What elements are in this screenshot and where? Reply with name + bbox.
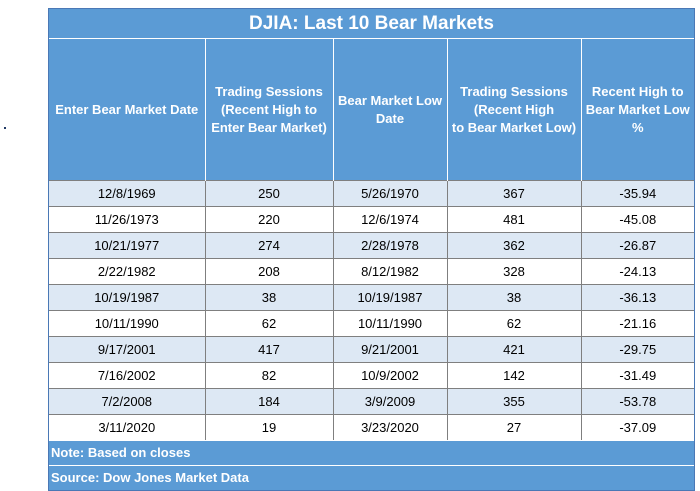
header-line: Enter Bear Market) bbox=[211, 119, 327, 135]
sessions-to-low-cell: 62 bbox=[447, 310, 582, 337]
enter-date-cell: 10/21/1977 bbox=[49, 232, 206, 259]
sessions-to-enter-cell: 38 bbox=[205, 284, 334, 311]
sessions-to-low-cell: 481 bbox=[447, 206, 582, 233]
decline-pct-header: Recent High to Bear Market Low% bbox=[581, 39, 694, 181]
header-line: Trading Sessions bbox=[215, 83, 323, 99]
sessions-to-enter-cell: 19 bbox=[205, 414, 334, 440]
decline-pct-cell: -21.16 bbox=[581, 310, 694, 337]
header-line: Date bbox=[375, 110, 405, 126]
enter-date-cell: 11/26/1973 bbox=[49, 206, 206, 233]
enter-date-cell: 2/22/1982 bbox=[49, 258, 206, 285]
low-date-cell: 8/12/1982 bbox=[333, 258, 448, 285]
decline-pct-cell: -24.13 bbox=[581, 258, 694, 285]
sessions-to-enter-cell: 208 bbox=[205, 258, 334, 285]
enter-date-cell: 10/19/1987 bbox=[49, 284, 206, 311]
bear-markets-table: Enter Bear Market Date Trading Sessions (R… bbox=[49, 39, 694, 440]
low-date-cell: 10/11/1990 bbox=[333, 310, 448, 337]
low-date-cell: 3/23/2020 bbox=[333, 414, 448, 440]
low-date-cell: 5/26/1970 bbox=[333, 180, 448, 207]
enter-date-header: Enter Bear Market Date bbox=[49, 39, 206, 181]
enter-date-cell: 7/16/2002 bbox=[49, 362, 206, 389]
sessions-to-low-header: Trading Sessions (Recent High to Bear Mark… bbox=[447, 39, 582, 181]
table-row: 10/21/1977 274 2/28/1978 362 -26.87 bbox=[49, 232, 694, 259]
sessions-to-enter-cell: 184 bbox=[205, 388, 334, 415]
header-line: Trading Sessions bbox=[460, 83, 568, 99]
sessions-to-enter-header: Trading Sessions (Recent High to Enter Bea… bbox=[205, 39, 334, 181]
sessions-to-low-cell: 355 bbox=[447, 388, 582, 415]
table-row: 10/19/1987 38 10/19/1987 38 -36.13 bbox=[49, 284, 694, 311]
low-date-header: Bear Market Low Date bbox=[333, 39, 448, 181]
table-row: 2/22/1982 208 8/12/1982 328 -24.13 bbox=[49, 258, 694, 285]
decline-pct-cell: -29.75 bbox=[581, 336, 694, 363]
decline-pct-cell: -31.49 bbox=[581, 362, 694, 389]
table-row: 10/11/1990 62 10/11/1990 62 -21.16 bbox=[49, 310, 694, 337]
sessions-to-low-cell: 142 bbox=[447, 362, 582, 389]
header-row: Enter Bear Market Date Trading Sessions (R… bbox=[49, 39, 694, 181]
low-date-cell: 9/21/2001 bbox=[333, 336, 448, 363]
decline-pct-cell: -53.78 bbox=[581, 388, 694, 415]
header-line: Bear Market Low bbox=[337, 92, 443, 108]
header-line: Recent High to bbox=[591, 83, 684, 99]
decline-pct-cell: -45.08 bbox=[581, 206, 694, 233]
sessions-to-enter-cell: 274 bbox=[205, 232, 334, 259]
header-line: to Bear Market Low) bbox=[451, 119, 577, 135]
stray-dot bbox=[4, 127, 6, 129]
header-line: % bbox=[631, 119, 644, 135]
table-row: 3/11/2020 19 3/23/2020 27 -37.09 bbox=[49, 414, 694, 440]
sessions-to-enter-cell: 82 bbox=[205, 362, 334, 389]
low-date-cell: 10/19/1987 bbox=[333, 284, 448, 311]
header-line: Bear Market Low bbox=[585, 101, 690, 117]
low-date-cell: 3/9/2009 bbox=[333, 388, 448, 415]
note-text: Note: Based on closes bbox=[49, 440, 694, 465]
table-row: 7/16/2002 82 10/9/2002 142 -31.49 bbox=[49, 362, 694, 389]
sessions-to-low-cell: 328 bbox=[447, 258, 582, 285]
decline-pct-cell: -37.09 bbox=[581, 414, 694, 440]
sessions-to-low-cell: 27 bbox=[447, 414, 582, 440]
enter-date-cell: 7/2/2008 bbox=[49, 388, 206, 415]
decline-pct-cell: -36.13 bbox=[581, 284, 694, 311]
header-line: Enter Bear Market Date bbox=[55, 101, 199, 117]
decline-pct-cell: -35.94 bbox=[581, 180, 694, 207]
low-date-cell: 12/6/1974 bbox=[333, 206, 448, 233]
enter-date-cell: 10/11/1990 bbox=[49, 310, 206, 337]
header-line: (Recent High bbox=[473, 101, 555, 117]
table-row: 9/17/2001 417 9/21/2001 421 -29.75 bbox=[49, 336, 694, 363]
table-row: 11/26/1973 220 12/6/1974 481 -45.08 bbox=[49, 206, 694, 233]
sessions-to-low-cell: 38 bbox=[447, 284, 582, 311]
enter-date-cell: 3/11/2020 bbox=[49, 414, 206, 440]
low-date-cell: 2/28/1978 bbox=[333, 232, 448, 259]
sessions-to-enter-cell: 417 bbox=[205, 336, 334, 363]
table-row: 12/8/1969 250 5/26/1970 367 -35.94 bbox=[49, 180, 694, 207]
table-body: 12/8/1969 250 5/26/1970 367 -35.94 11/26/1973… bbox=[49, 180, 694, 440]
sessions-to-low-cell: 362 bbox=[447, 232, 582, 259]
enter-date-cell: 9/17/2001 bbox=[49, 336, 206, 363]
table-row: 7/2/2008 184 3/9/2009 355 -53.78 bbox=[49, 388, 694, 415]
decline-pct-cell: -26.87 bbox=[581, 232, 694, 259]
sessions-to-low-cell: 421 bbox=[447, 336, 582, 363]
sessions-to-enter-cell: 62 bbox=[205, 310, 334, 337]
enter-date-cell: 12/8/1969 bbox=[49, 180, 206, 207]
source-text: Source: Dow Jones Market Data bbox=[49, 465, 694, 490]
sessions-to-low-cell: 367 bbox=[447, 180, 582, 207]
sessions-to-enter-cell: 220 bbox=[205, 206, 334, 233]
table-title: DJIA: Last 10 Bear Markets bbox=[49, 9, 694, 39]
sessions-to-enter-cell: 250 bbox=[205, 180, 334, 207]
low-date-cell: 10/9/2002 bbox=[333, 362, 448, 389]
bear-markets-table-card: DJIA: Last 10 Bear Markets Enter Bear Ma… bbox=[48, 8, 695, 491]
header-line: (Recent High to bbox=[220, 101, 318, 117]
